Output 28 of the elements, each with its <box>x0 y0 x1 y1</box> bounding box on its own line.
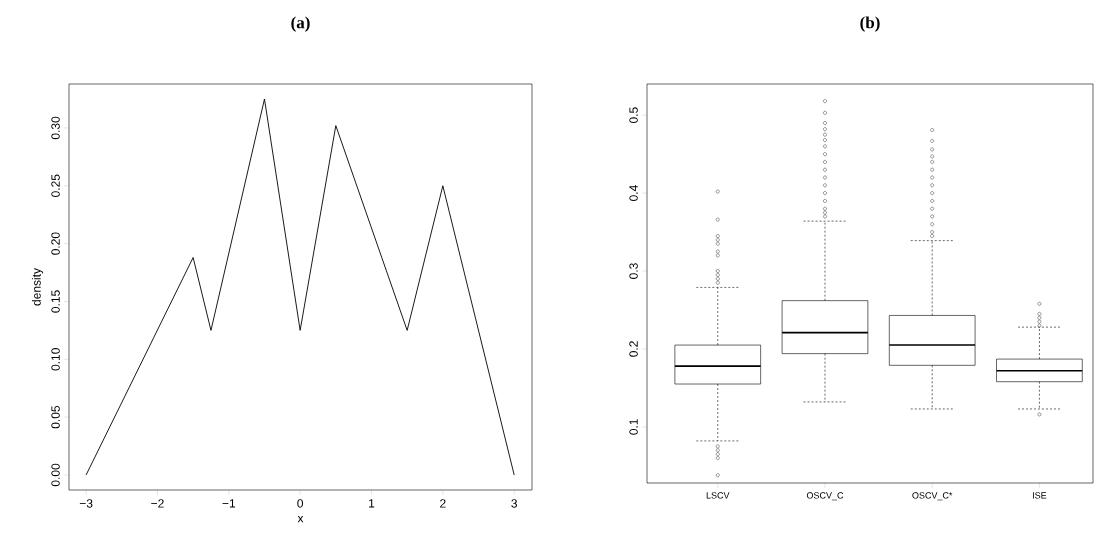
y-tick-label: 0.30 <box>51 116 60 140</box>
x-tick-label: LSCV <box>706 492 730 499</box>
y-tick-label: 0.3 <box>629 263 638 279</box>
x-tick-label: 2 <box>440 499 446 508</box>
y-tick-label: 0.1 <box>629 419 638 435</box>
x-tick-label: 3 <box>511 499 517 508</box>
y-tick-label: 0.00 <box>51 463 60 487</box>
x-axis-title: x <box>297 515 304 523</box>
y-axis-title: density <box>31 268 44 306</box>
y-tick-label: 0.5 <box>629 107 638 124</box>
chart-title: (a) <box>291 16 310 32</box>
y-tick-label: 0.15 <box>51 290 60 313</box>
x-tick-label: −1 <box>222 499 236 508</box>
y-tick-label: 0.10 <box>51 348 60 371</box>
y-tick-label: 0.25 <box>51 174 60 197</box>
y-tick-label: 0.05 <box>51 405 60 429</box>
x-tick-label: ISE <box>1032 492 1047 499</box>
x-tick-label: OSCV_C* <box>912 492 953 501</box>
x-tick-label: −2 <box>151 499 164 508</box>
x-tick-label: 1 <box>369 499 375 508</box>
y-tick-label: 0.2 <box>629 341 638 357</box>
y-tick-label: 0.20 <box>51 232 60 255</box>
x-tick-label: OSCV_C <box>806 492 844 501</box>
x-tick-label: 0 <box>297 499 304 508</box>
chart-title: (b) <box>860 16 880 32</box>
x-tick-label: −3 <box>79 499 93 508</box>
line-series <box>85 98 515 476</box>
y-tick-label: 0.4 <box>629 185 638 201</box>
